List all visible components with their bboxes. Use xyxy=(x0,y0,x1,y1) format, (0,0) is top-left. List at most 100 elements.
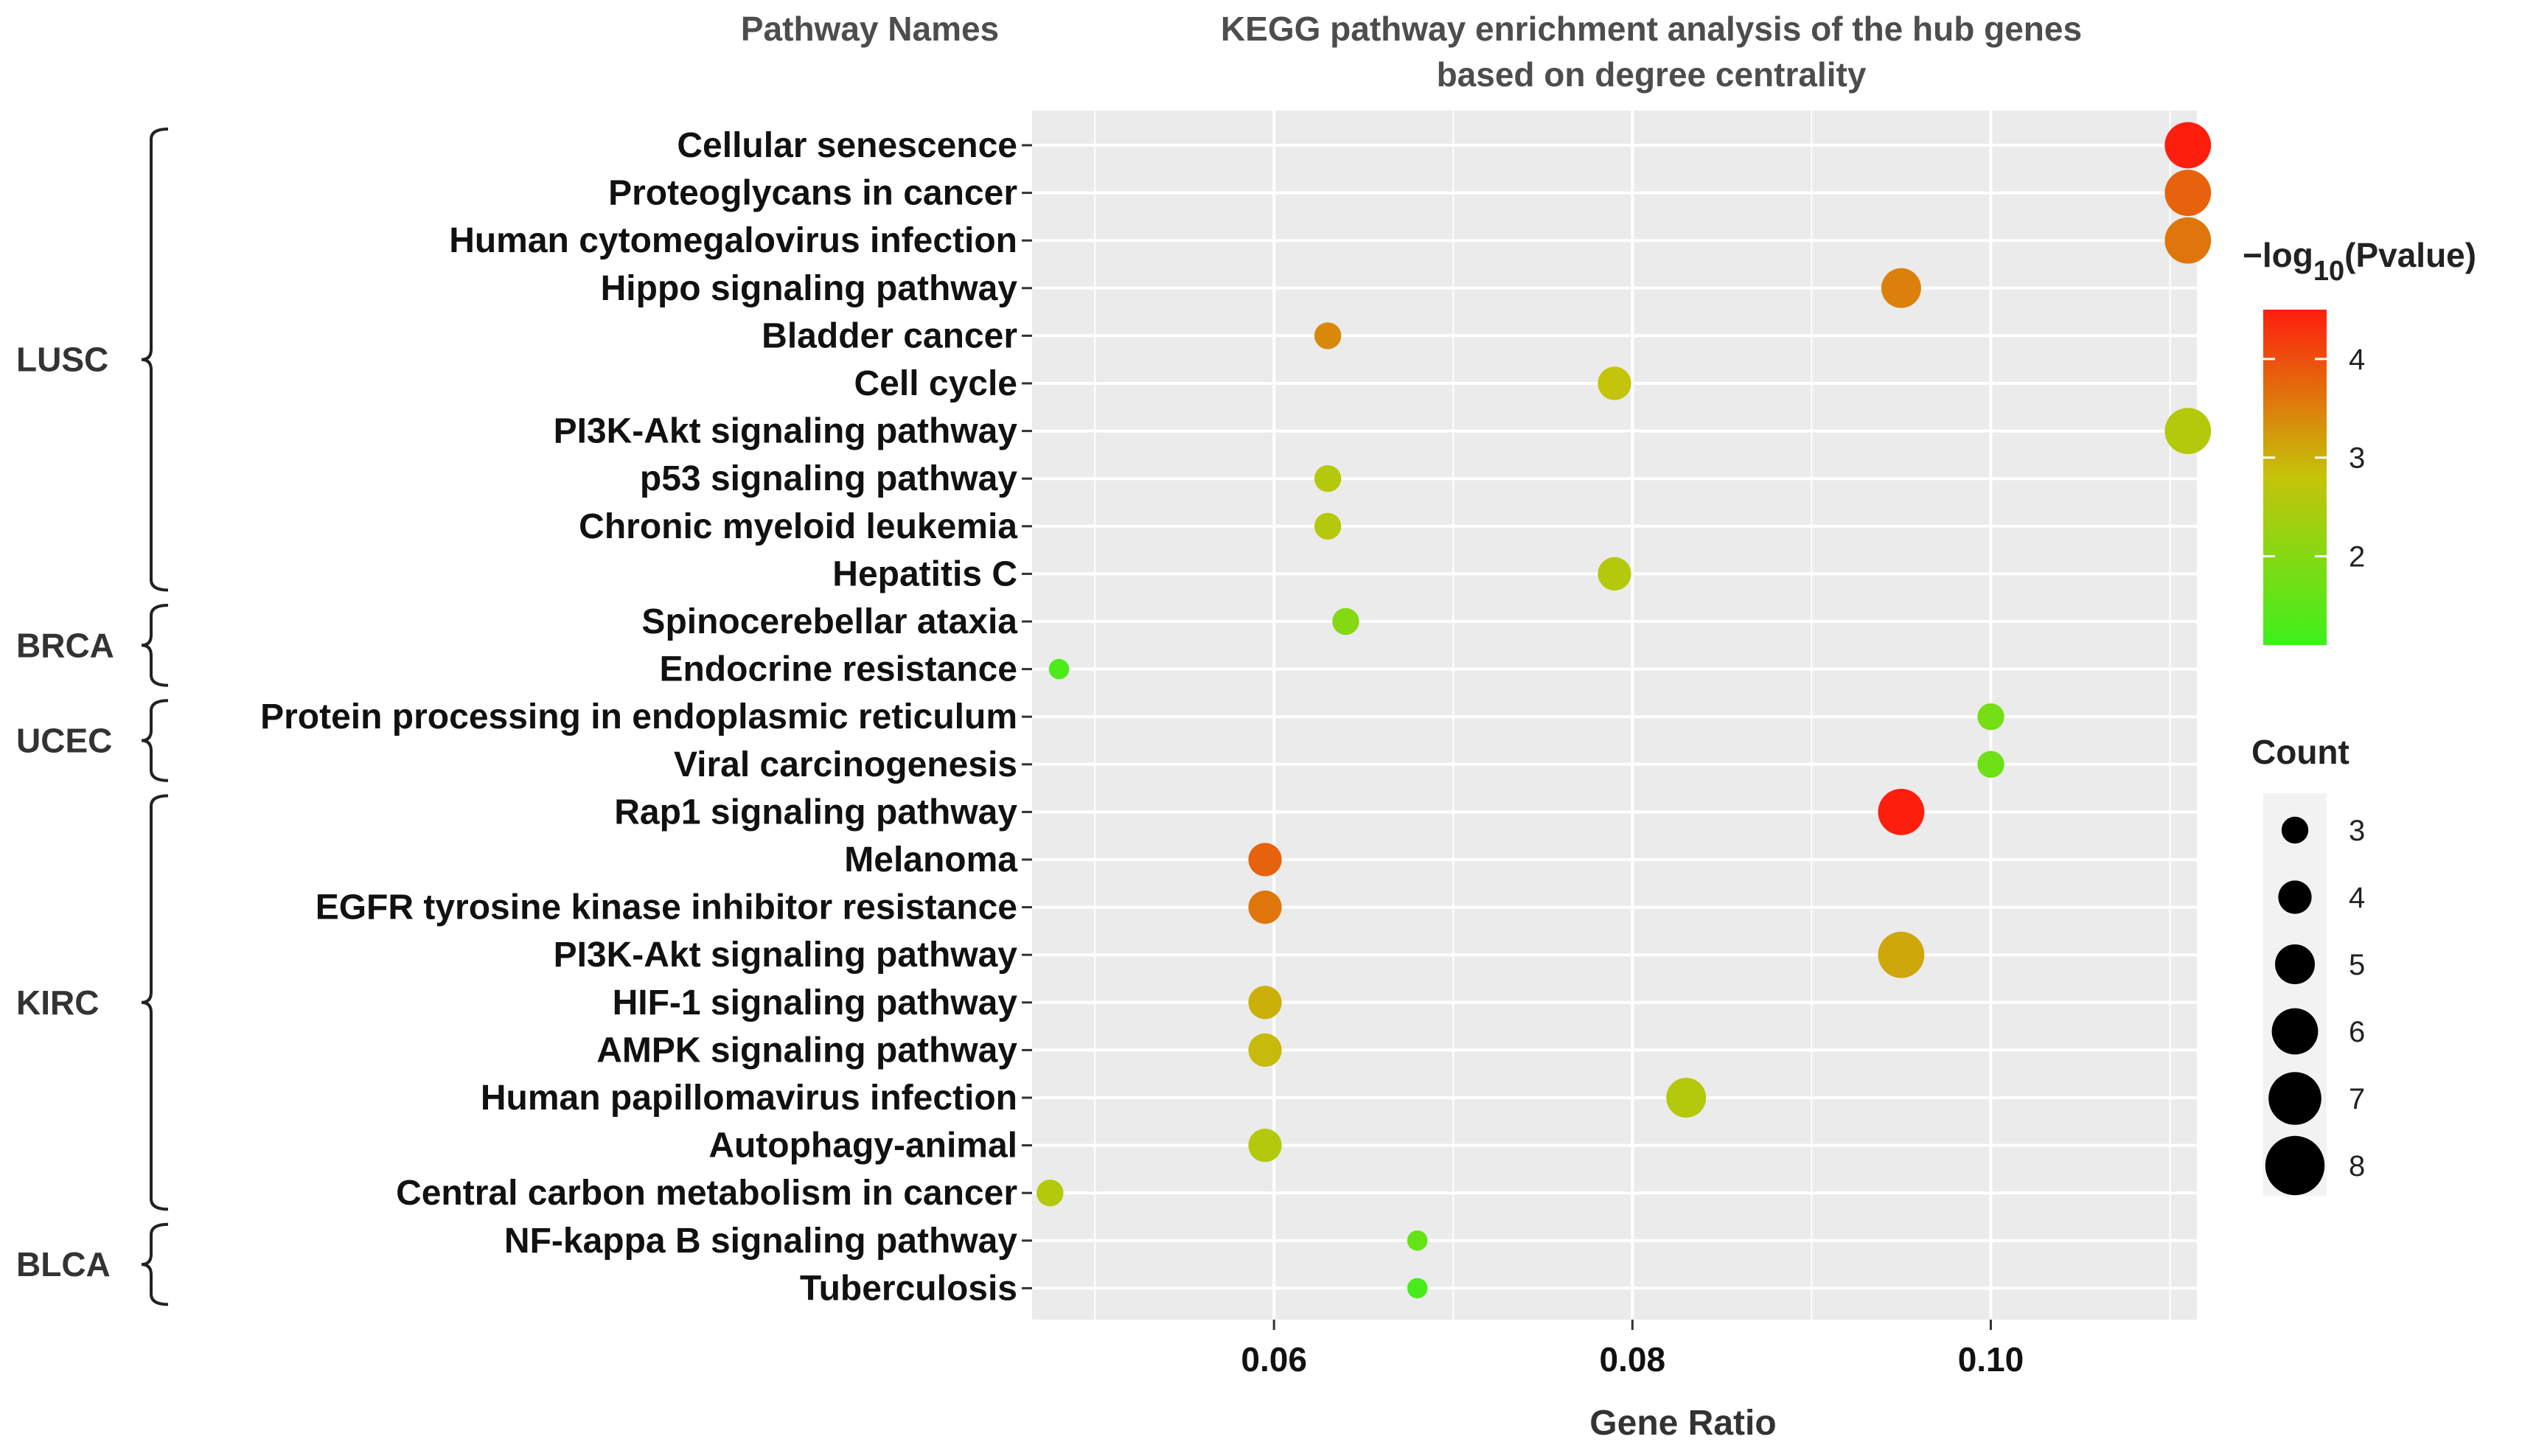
group-bracket xyxy=(141,128,169,592)
size-legend-dot xyxy=(2271,1008,2319,1055)
group-label: BRCA xyxy=(16,626,114,664)
group-label: BLCA xyxy=(16,1245,111,1283)
pathway-label: Viral carcinogenesis xyxy=(674,745,1017,784)
pathway-names-header: Pathway Names xyxy=(741,10,999,48)
color-legend-title-rest: (Pvalue) xyxy=(2344,236,2476,274)
data-point xyxy=(1878,789,1925,835)
pathway-label: Protein processing in endoplasmic reticu… xyxy=(260,697,1017,736)
size-legend-label: 8 xyxy=(2349,1150,2365,1182)
group-label: LUSC xyxy=(16,341,108,379)
data-point xyxy=(1314,512,1342,540)
pathway-label: Tuberculosis xyxy=(800,1269,1017,1308)
group-bracket xyxy=(141,1222,169,1306)
data-point xyxy=(1248,986,1282,1020)
x-tick-label: 0.10 xyxy=(1958,1340,2024,1379)
data-point xyxy=(1878,931,1925,978)
chart-title-line1: KEGG pathway enrichment analysis of the … xyxy=(1221,10,2082,48)
chart-title-line2: based on degree centrality xyxy=(1437,55,1867,94)
pathway-label: Chronic myeloid leukemia xyxy=(579,507,1017,546)
x-tick-label: 0.06 xyxy=(1241,1340,1307,1379)
pathway-label: Spinocerebellar ataxia xyxy=(641,602,1017,641)
data-point xyxy=(1248,891,1282,924)
data-point xyxy=(1666,1078,1707,1118)
data-point xyxy=(1407,1230,1428,1251)
pathway-label: EGFR tyrosine kinase inhibitor resistanc… xyxy=(316,888,1017,927)
size-legend-dot xyxy=(2275,944,2315,984)
data-point xyxy=(1248,1129,1282,1163)
pathway-label: Human papillomavirus infection xyxy=(481,1079,1017,1118)
pathway-label: AMPK signaling pathway xyxy=(596,1031,1017,1070)
data-point xyxy=(1314,322,1342,349)
size-legend-entries: 3 4 5 6 7 8 xyxy=(2265,815,2365,1196)
color-bar-tick-label: 4 xyxy=(2349,344,2365,376)
x-tick-label: 0.08 xyxy=(1600,1340,1666,1379)
size-legend-title: Count xyxy=(2251,733,2349,771)
size-legend-dot xyxy=(2265,1135,2325,1196)
size-legend-dot xyxy=(2268,1072,2321,1125)
pathway-label: Bladder cancer xyxy=(762,316,1017,355)
pathway-label: HIF-1 signaling pathway xyxy=(613,983,1018,1023)
data-point xyxy=(1598,366,1631,400)
pathway-label: Endocrine resistance xyxy=(659,650,1017,689)
group-bracket xyxy=(141,604,169,687)
y-axis-ticks xyxy=(1022,144,1032,1289)
size-legend-label: 4 xyxy=(2349,882,2365,914)
pathway-label: Human cytomegalovirus infection xyxy=(449,221,1017,260)
color-legend-title-main: −log xyxy=(2243,236,2313,274)
pathway-label: Hepatitis C xyxy=(832,554,1017,593)
size-legend-dot xyxy=(2281,816,2309,844)
pathway-label: Proteoglycans in cancer xyxy=(608,174,1017,213)
size-legend-key-background xyxy=(2263,793,2327,1196)
data-point xyxy=(1407,1278,1428,1299)
group-bracket xyxy=(141,794,169,1211)
pathway-label: Cellular senescence xyxy=(677,126,1017,165)
pathway-label: p53 signaling pathway xyxy=(640,459,1017,498)
data-point xyxy=(1314,465,1342,492)
group-label: UCEC xyxy=(16,722,112,760)
pathway-label: Autophagy-animal xyxy=(708,1126,1017,1166)
size-legend: Count 3 4 5 6 7 8 xyxy=(2251,733,2365,1196)
pathway-label: PI3K-Akt signaling pathway xyxy=(554,936,1018,975)
data-point xyxy=(1977,703,2004,731)
data-point xyxy=(1881,268,1921,308)
color-legend-title-subscript: 10 xyxy=(2313,256,2344,287)
group-bracket xyxy=(141,699,169,782)
size-legend-label: 6 xyxy=(2349,1016,2365,1048)
color-legend-title: −log10(Pvalue) xyxy=(2243,236,2476,287)
data-point xyxy=(2164,408,2212,454)
data-point xyxy=(1598,557,1631,591)
color-bar-tick-label: 3 xyxy=(2349,442,2365,475)
x-axis-ticks: 0.06 0.08 0.10 xyxy=(1241,1320,2024,1379)
pathway-label: Rap1 signaling pathway xyxy=(614,793,1017,832)
color-bar xyxy=(2263,310,2327,645)
pathway-label: PI3K-Akt signaling pathway xyxy=(554,412,1018,451)
size-legend-label: 7 xyxy=(2349,1083,2365,1115)
data-point xyxy=(1048,658,1070,680)
data-point xyxy=(2164,122,2212,169)
data-point xyxy=(2164,217,2212,264)
pathway-label: Central carbon metabolism in cancer xyxy=(396,1174,1017,1213)
pathway-label: Melanoma xyxy=(844,840,1017,879)
data-point xyxy=(1248,1033,1282,1067)
color-legend: −log10(Pvalue) 2 3 4 xyxy=(2243,236,2476,645)
data-points xyxy=(1037,122,2212,1299)
data-point xyxy=(1332,607,1359,635)
size-legend-dot xyxy=(2278,880,2312,914)
data-point xyxy=(1977,750,2004,778)
pathway-labels: Cellular senescence Proteoglycans in canc… xyxy=(260,126,1017,1308)
pathway-label: Hippo signaling pathway xyxy=(601,269,1018,308)
sample-group-brackets: LUSC BRCA UCEC KIRC BLCA xyxy=(16,128,169,1306)
size-legend-label: 3 xyxy=(2349,815,2365,847)
pathway-label: Cell cycle xyxy=(854,364,1017,403)
data-point xyxy=(1248,843,1282,877)
x-axis-title: Gene Ratio xyxy=(1589,1404,1776,1443)
size-legend-label: 5 xyxy=(2349,949,2365,981)
group-label: KIRC xyxy=(16,983,99,1022)
data-point xyxy=(2164,170,2212,216)
color-bar-tick-label: 2 xyxy=(2349,541,2365,574)
color-bar-ticks: 2 3 4 xyxy=(2263,344,2365,574)
data-point xyxy=(1037,1180,1064,1207)
plot-panel xyxy=(1032,111,2197,1320)
pathway-label: NF-kappa B signaling pathway xyxy=(504,1222,1017,1261)
